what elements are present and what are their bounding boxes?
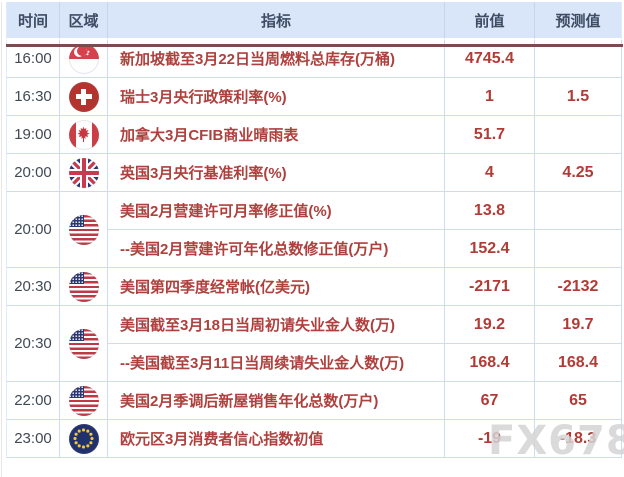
economic-calendar-table: 时间 区域 指标 前值 预测值 16:00 新加坡截至3月22日当周燃料总库存(… [6, 2, 622, 458]
switzerland-flag-icon [68, 81, 99, 112]
singapore-stars [85, 49, 87, 51]
table-header-row: 时间 区域 指标 前值 预测值 [6, 2, 622, 40]
table-row: 20:00 美国2月营建许可月率修正值(%) 13.8 [6, 192, 622, 268]
time-cell: 22:00 [6, 382, 60, 420]
time-cell: 20:00 [6, 154, 60, 192]
region-cell [60, 78, 108, 116]
region-cell [60, 306, 108, 382]
table-row: 20:30 美国第四季度经常帐(亿美元) -2171 -2132 [6, 268, 622, 306]
time-cell: 16:00 [6, 40, 60, 78]
time-cell: 16:30 [6, 78, 60, 116]
table-row: 16:30 瑞士3月央行政策利率(%) 1 1.5 [6, 78, 622, 116]
forecast-value [535, 116, 622, 154]
region-cell [60, 382, 108, 420]
col-header-previous: 前值 [445, 2, 535, 40]
table-row: 16:00 新加坡截至3月22日当周燃料总库存(万桶) 4745.4 [6, 40, 622, 78]
forecast-value [535, 40, 622, 78]
forecast-value: 19.7 [535, 306, 622, 344]
previous-value: 1 [445, 78, 535, 116]
forecast-value: -2132 [535, 268, 622, 306]
previous-value: -19 [445, 420, 535, 458]
table-row: 22:00 美国2月季调后新屋销售年化总数(万户) 67 65 [6, 382, 622, 420]
table-row: 23:00 欧元区3月消费者信心指数初值 -19 -18.3 [6, 420, 622, 458]
indicator-cell: 美国截至3月18日当周初请失业金人数(万) [108, 306, 445, 344]
region-cell [60, 420, 108, 458]
table-subrow: --美国2月营建许可年化总数修正值(万户) 152.4 [6, 230, 622, 268]
region-cell [60, 268, 108, 306]
col-header-indicator: 指标 [108, 2, 445, 40]
indicator-cell: 美国2月营建许可月率修正值(%) [108, 192, 445, 230]
indicator-cell: 欧元区3月消费者信心指数初值 [108, 420, 445, 458]
previous-value: 51.7 [445, 116, 535, 154]
forecast-value [535, 192, 622, 230]
usa-flag-icon [68, 328, 99, 359]
time-cell: 19:00 [6, 116, 60, 154]
previous-value: -2171 [445, 268, 535, 306]
region-cell [60, 116, 108, 154]
table-row: 20:30 美国截至3月18日当周初请失业金人数(万) 19.2 19.7 [6, 306, 622, 382]
table-row: 20:00 英国3月央行基准利率(%) 4 4.25 [6, 154, 622, 192]
forecast-value: 65 [535, 382, 622, 420]
forecast-value: -18.3 [535, 420, 622, 458]
region-cell [60, 40, 108, 78]
table-row: 19:00 加拿大3月CFIB商业晴雨表 51.7 [6, 116, 622, 154]
forecast-value: 4.25 [535, 154, 622, 192]
canada-flag-icon [68, 119, 99, 150]
time-cell: 23:00 [6, 420, 60, 458]
indicator-cell: 英国3月央行基准利率(%) [108, 154, 445, 192]
previous-value: 152.4 [445, 230, 535, 268]
usa-flag-icon [68, 271, 99, 302]
usa-flag-icon [68, 214, 99, 245]
region-cell [60, 154, 108, 192]
indicator-cell: 加拿大3月CFIB商业晴雨表 [108, 116, 445, 154]
forecast-value: 168.4 [535, 344, 622, 382]
time-cell: 20:30 [6, 306, 60, 382]
indicator-cell: --美国截至3月11日当周续请失业金人数(万) [108, 344, 445, 382]
previous-value: 19.2 [445, 306, 535, 344]
region-cell [60, 192, 108, 268]
forecast-value [535, 230, 622, 268]
previous-value: 168.4 [445, 344, 535, 382]
indicator-cell: --美国2月营建许可年化总数修正值(万户) [108, 230, 445, 268]
time-cell: 20:30 [6, 268, 60, 306]
indicator-cell: 美国第四季度经常帐(亿美元) [108, 268, 445, 306]
previous-value: 67 [445, 382, 535, 420]
col-header-time: 时间 [6, 2, 60, 40]
indicator-cell: 新加坡截至3月22日当周燃料总库存(万桶) [108, 40, 445, 78]
col-header-forecast: 预测值 [535, 2, 622, 40]
time-cell: 20:00 [6, 192, 60, 268]
previous-value: 4745.4 [445, 40, 535, 78]
singapore-flag-icon [68, 43, 99, 74]
forecast-value: 1.5 [535, 78, 622, 116]
col-header-region: 区域 [60, 2, 108, 40]
uk-flag-icon [68, 157, 99, 188]
eu-stars [82, 437, 84, 439]
indicator-cell: 瑞士3月央行政策利率(%) [108, 78, 445, 116]
previous-value: 13.8 [445, 192, 535, 230]
previous-value: 4 [445, 154, 535, 192]
maple-leaf-icon [77, 126, 90, 142]
eu-flag-icon [68, 423, 99, 454]
usa-flag-icon [68, 385, 99, 416]
indicator-cell: 美国2月季调后新屋销售年化总数(万户) [108, 382, 445, 420]
table-subrow: --美国截至3月11日当周续请失业金人数(万) 168.4 168.4 [6, 344, 622, 382]
